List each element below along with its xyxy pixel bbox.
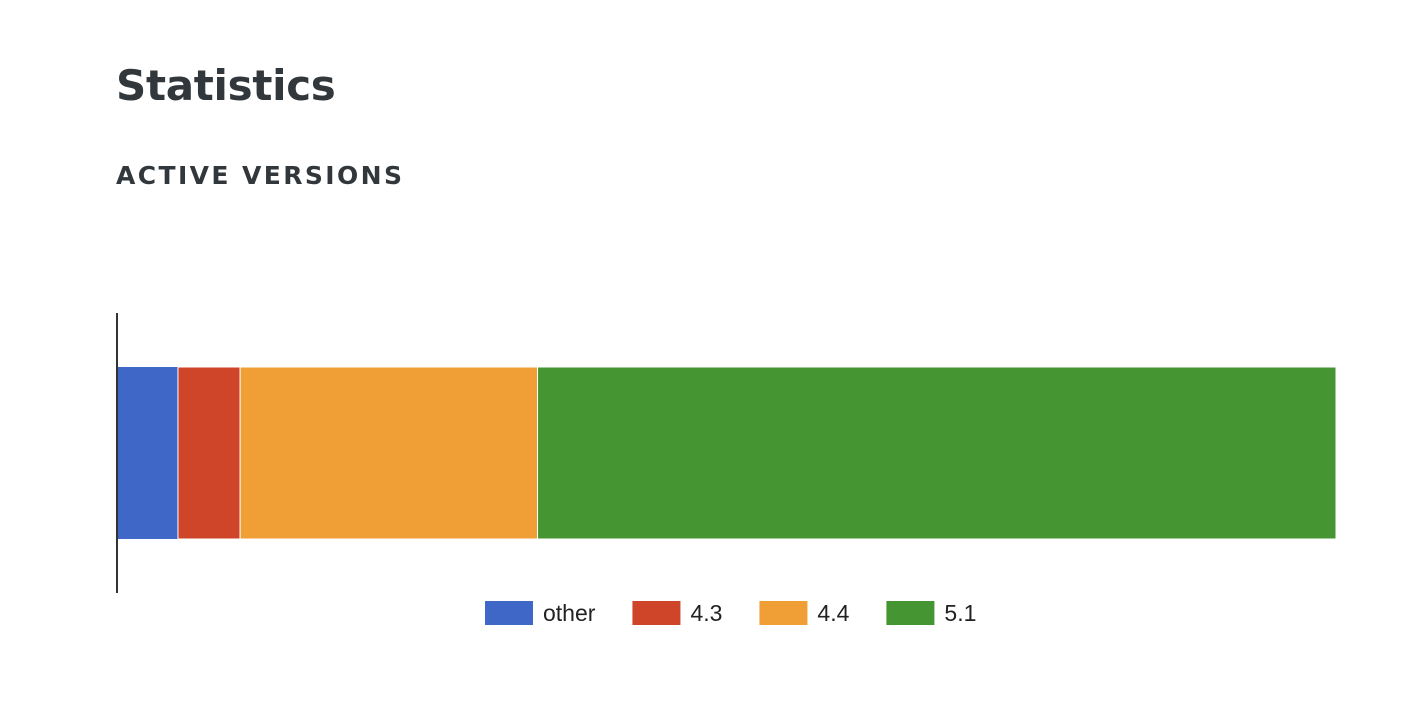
- bar-segments: [117, 366, 1337, 540]
- legend-item-4-4[interactable]: 4.4: [759, 600, 850, 626]
- bar-segment-other[interactable]: [117, 367, 178, 539]
- legend-label: 4.3: [690, 600, 722, 626]
- legend-label: 5.1: [944, 600, 976, 626]
- legend-item-4-3[interactable]: 4.3: [632, 600, 722, 626]
- legend-label: 4.4: [817, 600, 849, 626]
- bar-segment-5-1[interactable]: [537, 366, 1337, 540]
- bar-segment-4-3[interactable]: [177, 366, 241, 540]
- legend-item-5-1[interactable]: 5.1: [886, 600, 976, 626]
- bar-segment-4-4[interactable]: [239, 366, 539, 540]
- legend-swatch: [759, 601, 808, 625]
- section-title-active-versions: ACTIVE VERSIONS: [116, 161, 405, 190]
- legend-label: other: [543, 600, 596, 626]
- chart-legend: other 4.3 4.4 5.1: [485, 600, 976, 626]
- legend-item-other[interactable]: other: [485, 600, 596, 626]
- page-title: Statistics: [116, 61, 336, 110]
- legend-swatch: [632, 601, 681, 625]
- legend-swatch: [886, 601, 935, 625]
- legend-swatch: [485, 601, 533, 625]
